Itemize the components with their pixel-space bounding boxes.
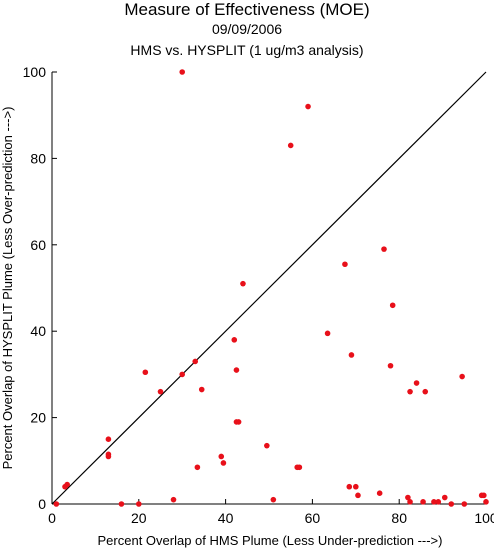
data-point xyxy=(448,501,455,507)
x-tick-label: 0 xyxy=(48,510,56,526)
data-point xyxy=(422,388,429,395)
data-point xyxy=(346,483,353,490)
data-point xyxy=(235,419,242,425)
data-point xyxy=(324,330,331,337)
data-point xyxy=(136,501,142,507)
axis-ticks: 0 20 40 60 80 100 0 20 40 60 80 100 xyxy=(23,64,494,526)
x-tick-label: 40 xyxy=(218,510,234,526)
data-point xyxy=(270,496,277,503)
data-point xyxy=(198,386,205,393)
y-tick-label: 80 xyxy=(30,150,46,166)
data-point xyxy=(287,142,294,149)
y-tick-label: 0 xyxy=(38,496,46,512)
data-point xyxy=(348,352,355,358)
data-point xyxy=(413,380,420,386)
data-points xyxy=(53,69,489,507)
data-point xyxy=(420,499,426,505)
data-point xyxy=(194,464,201,471)
y-tick-label: 40 xyxy=(30,323,46,339)
data-point xyxy=(220,460,227,466)
data-point xyxy=(118,501,125,507)
y-tick-label: 20 xyxy=(30,410,46,426)
y-tick-label: 100 xyxy=(23,64,47,80)
chart-subtitle-analysis: HMS vs. HYSPLIT (1 ug/m3 analysis) xyxy=(130,42,364,58)
data-point xyxy=(389,302,396,309)
data-point xyxy=(483,499,489,505)
data-point xyxy=(53,501,60,507)
data-point xyxy=(157,388,164,395)
data-point xyxy=(381,246,387,252)
data-point xyxy=(231,337,238,343)
x-tick-label: 100 xyxy=(474,510,494,526)
data-point xyxy=(435,499,442,505)
data-point xyxy=(405,494,411,501)
data-point xyxy=(407,499,413,505)
data-point xyxy=(342,261,348,268)
data-point xyxy=(240,280,246,287)
data-point xyxy=(355,492,361,499)
data-point xyxy=(105,453,112,460)
data-point xyxy=(179,371,185,378)
y-tick-label: 60 xyxy=(30,237,46,253)
data-point xyxy=(64,481,70,488)
data-point xyxy=(387,362,394,369)
data-point xyxy=(461,501,468,507)
y-axis-label: Percent Overlap of HYSPLIT Plume (Less O… xyxy=(0,107,15,470)
reference-line-group xyxy=(51,71,487,505)
data-point xyxy=(305,103,311,110)
x-tick-label: 80 xyxy=(391,510,407,526)
data-point xyxy=(179,69,185,75)
data-point xyxy=(407,388,413,395)
data-point xyxy=(481,492,487,499)
data-point xyxy=(142,369,149,376)
one-to-one-reference-line xyxy=(51,71,487,505)
data-point xyxy=(264,442,270,449)
data-point xyxy=(376,490,383,497)
data-point xyxy=(459,373,465,380)
chart-subtitle-date: 09/09/2006 xyxy=(211,21,283,37)
data-point xyxy=(296,464,303,471)
data-point xyxy=(218,453,225,460)
data-point xyxy=(192,358,199,365)
x-axis-label: Percent Overlap of HMS Plume (Less Under… xyxy=(98,533,443,548)
data-point xyxy=(105,436,112,443)
x-tick-label: 20 xyxy=(131,510,147,526)
chart-title: Measure of Effectiveness (MOE) xyxy=(124,0,370,19)
data-point xyxy=(431,499,437,505)
data-point xyxy=(233,367,240,373)
axes xyxy=(51,72,486,505)
x-tick-label: 60 xyxy=(305,510,321,526)
data-point xyxy=(441,494,448,501)
data-point xyxy=(353,483,359,490)
data-point xyxy=(170,496,177,503)
